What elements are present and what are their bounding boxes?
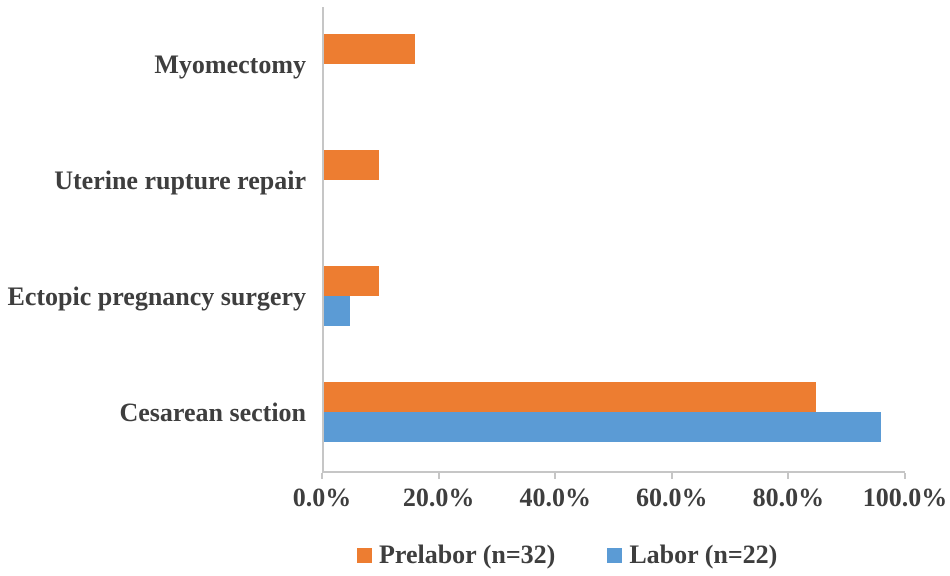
y-axis-category-labels: Myomectomy Uterine rupture repair Ectopi…	[0, 7, 322, 471]
bar-labor-ectopic-pregnancy-surgery	[324, 296, 351, 326]
bar-prelabor-uterine-rupture-repair	[324, 150, 379, 180]
x-axis-tick-60	[670, 473, 673, 479]
legend: Prelabor (n=32) Labor (n=22)	[357, 540, 777, 570]
legend-label-prelabor: Prelabor (n=32)	[379, 540, 556, 569]
category-label-myomectomy: Myomectomy	[154, 50, 306, 79]
legend-item-prelabor: Prelabor (n=32)	[357, 540, 555, 570]
category-row-cesarean-section	[324, 355, 907, 471]
x-axis-tick-40	[554, 473, 557, 479]
legend-item-labor: Labor (n=22)	[607, 540, 777, 570]
bar-prelabor-myomectomy	[324, 34, 415, 64]
x-axis-tick-label-80: 80.0%	[752, 483, 825, 512]
x-axis: 0.0% 20.0% 40.0% 60.0% 80.0% 100.0%	[293, 471, 947, 512]
x-axis-tick-label-100: 100.0%	[862, 483, 948, 512]
bar-prelabor-cesarean-section	[324, 382, 817, 412]
legend-label-labor: Labor (n=22)	[629, 540, 778, 569]
prelabor-swatch-icon	[357, 547, 372, 563]
category-label-ectopic-pregnancy-surgery: Ectopic pregnancy surgery	[7, 282, 307, 311]
category-row-uterine-rupture-repair	[324, 123, 907, 239]
x-axis-tick-label-60: 60.0%	[636, 483, 708, 512]
bar-prelabor-ectopic-pregnancy-surgery	[324, 266, 379, 296]
x-axis-tick-20	[437, 473, 440, 479]
plot-area	[322, 7, 907, 471]
x-axis-tick-label-40: 40.0%	[519, 483, 591, 512]
category-row-myomectomy	[324, 7, 907, 123]
category-label-uterine-rupture-repair: Uterine rupture repair	[54, 166, 306, 195]
x-axis-tick-100	[904, 473, 906, 479]
bar-labor-cesarean-section	[324, 412, 881, 442]
x-axis-tick-label-20: 20.0%	[402, 483, 475, 512]
x-axis-tick-80	[787, 473, 790, 479]
category-row-ectopic-pregnancy-surgery	[324, 239, 907, 355]
category-label-cesarean-section: Cesarean section	[119, 398, 306, 427]
x-axis-tick-label-0: 0.0%	[292, 483, 352, 512]
labor-swatch-icon	[607, 547, 623, 563]
x-axis-tick-0	[321, 473, 323, 479]
